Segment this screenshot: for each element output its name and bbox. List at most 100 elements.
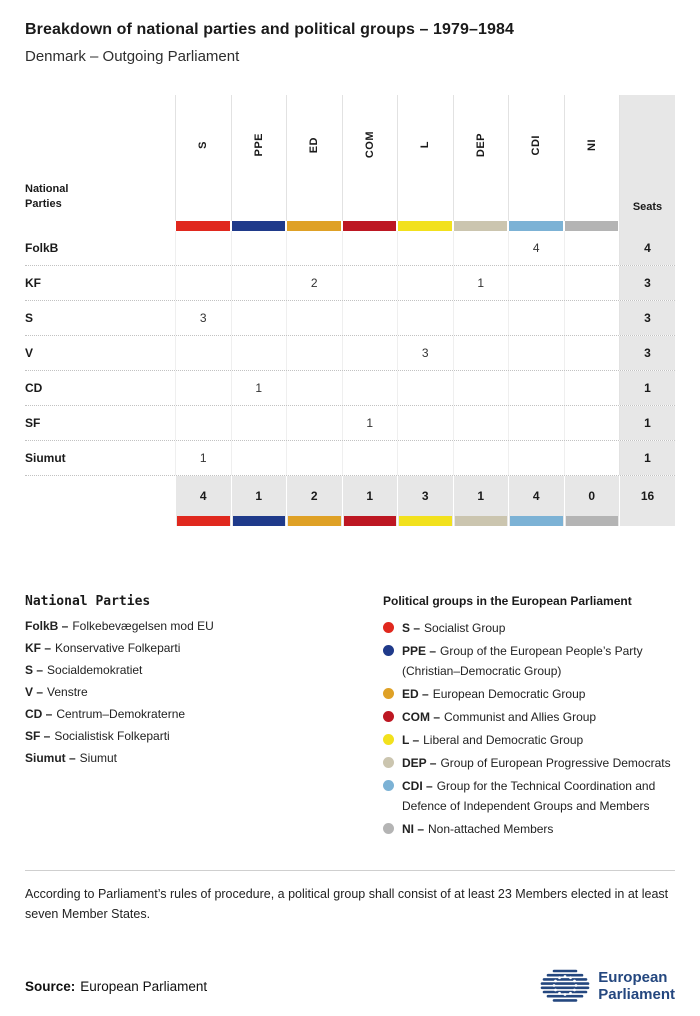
cell-value bbox=[563, 406, 620, 440]
group-legend-text: COM – Communist and Allies Group bbox=[402, 710, 597, 724]
cell-value bbox=[508, 266, 564, 300]
table-row-siumut: Siumut 1 1 bbox=[25, 441, 675, 476]
column-header-dep: DEP bbox=[452, 95, 509, 221]
group-color-dot bbox=[383, 711, 394, 722]
cell-value bbox=[230, 266, 287, 300]
table-row-cd: CD 1 1 bbox=[25, 371, 675, 406]
cell-value bbox=[286, 371, 342, 405]
cell-value bbox=[341, 231, 398, 265]
total-cell: 3 bbox=[397, 476, 453, 526]
european-parliament-logo: European Parliament bbox=[540, 968, 675, 1004]
group-legend-item: ED – European Democratic Group bbox=[383, 684, 675, 704]
cell-value bbox=[563, 231, 620, 265]
group-color-bar bbox=[343, 516, 396, 526]
party-legend-item: KF – Konservative Folkeparti bbox=[25, 641, 181, 655]
cell-value bbox=[397, 441, 453, 475]
cell-value bbox=[286, 231, 342, 265]
group-legend-item: COM – Communist and Allies Group bbox=[383, 707, 675, 727]
cell-value bbox=[563, 301, 620, 335]
rules-note: According to Parliament’s rules of proce… bbox=[25, 870, 675, 924]
cell-value bbox=[397, 231, 453, 265]
total-cell: 2 bbox=[286, 476, 342, 526]
table-row-kf: KF 2 1 3 bbox=[25, 266, 675, 301]
group-color-dot bbox=[383, 734, 394, 745]
cell-value bbox=[175, 231, 231, 265]
group-color-bar bbox=[232, 516, 285, 526]
cell-value bbox=[563, 266, 620, 300]
cell-value bbox=[341, 371, 398, 405]
cell-value bbox=[341, 266, 398, 300]
cell-value bbox=[508, 336, 564, 370]
seats-value: 3 bbox=[619, 301, 675, 335]
cell-value bbox=[175, 406, 231, 440]
cell-value: 3 bbox=[175, 301, 231, 335]
column-header-com: COM bbox=[341, 95, 398, 221]
cell-value bbox=[452, 336, 509, 370]
page-subtitle: Denmark – Outgoing Parliament bbox=[25, 48, 240, 65]
column-header-ni: NI bbox=[563, 95, 620, 221]
cell-value: 1 bbox=[175, 441, 231, 475]
group-legend-item: DEP – Group of European Progressive Democ… bbox=[383, 753, 675, 773]
cell-value bbox=[341, 301, 398, 335]
group-color-bar bbox=[509, 221, 563, 231]
column-header-cdi: CDI bbox=[508, 95, 564, 221]
group-legend-item: CDI – Group for the Technical Coordinatio… bbox=[383, 776, 675, 816]
seats-table: National Parties S PPE ED COM L DEP CDI … bbox=[25, 95, 675, 526]
column-header-ed: ED bbox=[286, 95, 342, 221]
group-legend-text: PPE – Group of the European People’s Part… bbox=[402, 644, 643, 678]
bars-left-spacer bbox=[25, 221, 175, 231]
cell-value bbox=[397, 371, 453, 405]
seats-value: 1 bbox=[619, 441, 675, 475]
total-cell: 4 bbox=[175, 476, 231, 526]
column-label: CDI bbox=[530, 134, 543, 156]
group-legend-text: NI – Non-attached Members bbox=[402, 822, 554, 836]
page-title: Breakdown of national parties and politi… bbox=[25, 21, 515, 38]
total-value: 1 bbox=[477, 489, 485, 503]
group-color-bar bbox=[453, 221, 507, 231]
ep-logo-line1: European bbox=[598, 969, 668, 986]
total-cell: 1 bbox=[452, 476, 508, 526]
group-legend-item: L – Liberal and Democratic Group bbox=[383, 730, 675, 750]
cell-value bbox=[230, 301, 287, 335]
table-corner-header: National Parties bbox=[25, 95, 175, 221]
cell-value bbox=[452, 231, 509, 265]
cell-value bbox=[286, 336, 342, 370]
total-value: 0 bbox=[588, 489, 596, 503]
party-label: KF bbox=[25, 276, 41, 290]
group-color-dot bbox=[383, 645, 394, 656]
group-legend-item: PPE – Group of the European People’s Part… bbox=[383, 641, 675, 681]
group-color-dot bbox=[383, 622, 394, 633]
group-color-bar bbox=[287, 221, 341, 231]
legend-section: National Parties FolkB – Folkebevægelsen … bbox=[25, 594, 675, 842]
cell-value bbox=[286, 441, 342, 475]
party-legend-item: SF – Socialistisk Folkeparti bbox=[25, 729, 170, 743]
party-label: V bbox=[25, 346, 34, 360]
group-color-dot bbox=[383, 688, 394, 699]
cell-value: 1 bbox=[341, 406, 398, 440]
cell-value bbox=[563, 441, 620, 475]
group-color-bar bbox=[231, 221, 285, 231]
column-header-l: L bbox=[397, 95, 453, 221]
corner-label-line1: National bbox=[25, 183, 69, 195]
cell-value bbox=[563, 371, 620, 405]
total-cell: 1 bbox=[230, 476, 286, 526]
party-legend-item: FolkB – Folkebevægelsen mod EU bbox=[25, 619, 214, 633]
table-header-row: National Parties S PPE ED COM L DEP CDI … bbox=[25, 95, 675, 221]
group-legend-text: ED – European Democratic Group bbox=[402, 687, 586, 701]
cell-value: 1 bbox=[452, 266, 509, 300]
seats-column-header: Seats bbox=[619, 95, 675, 221]
total-value: 2 bbox=[310, 489, 318, 503]
cell-value bbox=[286, 406, 342, 440]
group-legend-text: S – Socialist Group bbox=[402, 621, 506, 635]
cell-value bbox=[452, 371, 509, 405]
ep-logo-line2: Parliament bbox=[598, 986, 675, 1003]
party-label: CD bbox=[25, 381, 43, 395]
totals-left-spacer bbox=[25, 476, 175, 526]
table-row-sf: SF 1 1 bbox=[25, 406, 675, 441]
column-header-s: S bbox=[175, 95, 231, 221]
group-color-dot bbox=[383, 823, 394, 834]
group-color-bar bbox=[398, 221, 452, 231]
cell-value bbox=[452, 441, 509, 475]
cell-value bbox=[230, 231, 287, 265]
